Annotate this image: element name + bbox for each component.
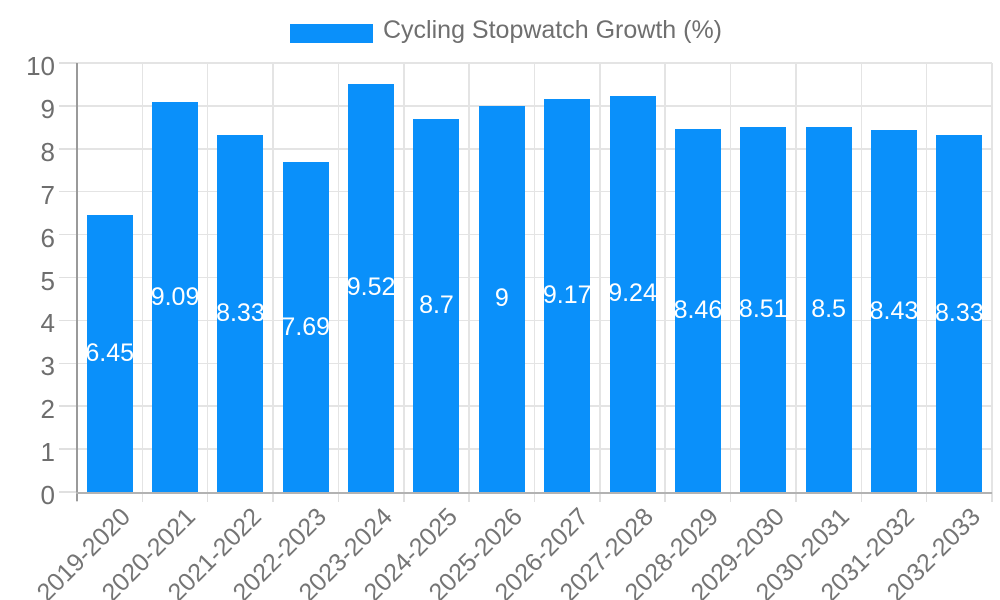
bar[interactable]: 7.69 xyxy=(281,162,331,492)
x-axis-tick-mark xyxy=(272,492,274,502)
bar-value-label: 9.09 xyxy=(150,282,200,311)
y-axis-tick-label: 6 xyxy=(40,222,55,253)
gridline-horizontal xyxy=(77,233,992,236)
bar[interactable]: 8.7 xyxy=(413,118,460,492)
x-axis-tick-mark xyxy=(337,492,340,502)
y-axis-tick-label: 3 xyxy=(40,351,55,382)
y-axis-tick-label: 7 xyxy=(40,179,55,210)
gridline-horizontal xyxy=(77,362,992,365)
x-axis-tick-mark xyxy=(533,492,536,502)
gridline-horizontal xyxy=(77,148,992,150)
bar[interactable]: 8.43 xyxy=(869,130,919,492)
y-axis-tick-mark xyxy=(59,448,77,450)
x-axis-tick-mark xyxy=(860,492,863,502)
x-axis-tick-mark xyxy=(991,492,993,502)
gridline-vertical xyxy=(991,63,993,492)
bar[interactable]: 8.46 xyxy=(673,129,723,492)
x-axis-tick-mark xyxy=(141,492,144,502)
legend-label: Cycling Stopwatch Growth (%) xyxy=(383,16,723,44)
bar-value-label: 9 xyxy=(494,284,509,313)
y-axis-tick-mark xyxy=(59,190,77,193)
bar-value-label: 9.52 xyxy=(346,273,396,302)
y-axis-line xyxy=(76,63,78,501)
x-axis-tick-mark xyxy=(206,492,209,502)
x-axis-tick-mark xyxy=(76,492,78,502)
gridline-vertical xyxy=(533,63,536,492)
bar[interactable]: 8.51 xyxy=(738,126,788,492)
y-axis-tick-label: 10 xyxy=(26,51,55,81)
gridline-horizontal xyxy=(77,319,992,322)
bar[interactable]: 8.33 xyxy=(934,134,984,492)
bar-value-label: 9.24 xyxy=(608,279,657,308)
x-axis-tick-mark xyxy=(664,492,666,502)
bar-value-label: 6.45 xyxy=(85,339,135,368)
bar[interactable]: 9.24 xyxy=(608,95,657,492)
y-axis-tick-label: 9 xyxy=(40,93,55,124)
y-axis-tick-mark xyxy=(59,62,77,64)
gridline-vertical xyxy=(664,63,666,492)
bar-value-label: 8.51 xyxy=(738,294,788,323)
y-axis-tick-label: 0 xyxy=(40,480,55,510)
bar-value-label: 9.17 xyxy=(542,280,592,309)
y-axis-tick-mark xyxy=(59,105,77,107)
bar[interactable]: 9.09 xyxy=(150,102,200,492)
y-axis-tick-mark xyxy=(59,233,77,236)
bar-value-label: 8.5 xyxy=(811,295,846,324)
gridline-vertical xyxy=(141,63,144,492)
gridline-horizontal xyxy=(77,448,992,450)
bar[interactable]: 9.17 xyxy=(542,98,592,492)
y-axis-tick-label: 4 xyxy=(40,308,55,339)
gridline-vertical xyxy=(925,63,928,492)
bar-value-label: 8.33 xyxy=(934,298,984,327)
bar[interactable]: 9 xyxy=(478,105,525,492)
x-axis-tick-mark xyxy=(925,492,928,502)
y-axis-tick-label: 1 xyxy=(40,437,55,468)
x-axis-tick-mark xyxy=(468,492,470,502)
bar-value-label: 8.33 xyxy=(216,298,265,327)
gridline-horizontal xyxy=(77,62,992,64)
x-axis-tick-mark xyxy=(403,492,405,502)
gridline-horizontal xyxy=(77,190,992,193)
gridline-horizontal xyxy=(77,276,992,279)
bar[interactable]: 9.52 xyxy=(346,83,396,492)
y-axis-tick-label: 8 xyxy=(40,136,55,167)
bar-value-label: 8.46 xyxy=(673,296,723,325)
bar-value-label: 8.7 xyxy=(419,290,454,319)
gridline-vertical xyxy=(599,63,601,492)
gridline-vertical xyxy=(729,63,732,492)
legend-swatch xyxy=(290,23,373,43)
x-axis-line xyxy=(76,492,992,494)
y-axis-tick-mark xyxy=(59,362,77,365)
x-axis-tick-mark xyxy=(599,492,601,502)
y-axis-tick-mark xyxy=(59,276,77,279)
gridline-vertical xyxy=(860,63,863,492)
bar[interactable]: 8.33 xyxy=(216,134,265,492)
gridline-vertical xyxy=(272,63,274,492)
y-axis-tick-label: 5 xyxy=(40,265,55,296)
x-axis-tick-mark xyxy=(729,492,732,502)
gridline-horizontal xyxy=(77,405,992,407)
gridline-vertical xyxy=(337,63,340,492)
bar[interactable]: 6.45 xyxy=(85,215,135,492)
gridline-vertical xyxy=(795,63,797,492)
y-axis-tick-mark xyxy=(59,319,77,322)
y-axis-tick-mark xyxy=(59,148,77,150)
y-axis-tick-label: 2 xyxy=(40,394,55,425)
gridline-vertical xyxy=(206,63,209,492)
bar[interactable]: 8.5 xyxy=(805,127,852,492)
gridline-vertical xyxy=(468,63,470,492)
y-axis-tick-mark xyxy=(59,405,77,407)
gridline-horizontal xyxy=(77,105,992,107)
gridline-vertical xyxy=(403,63,405,492)
x-axis-tick-mark xyxy=(795,492,797,502)
bar-value-label: 7.69 xyxy=(281,312,331,341)
y-axis-tick-mark xyxy=(59,491,77,493)
bar-value-label: 8.43 xyxy=(869,296,919,325)
legend-item[interactable]: Cycling Stopwatch Growth (%) xyxy=(290,16,722,45)
